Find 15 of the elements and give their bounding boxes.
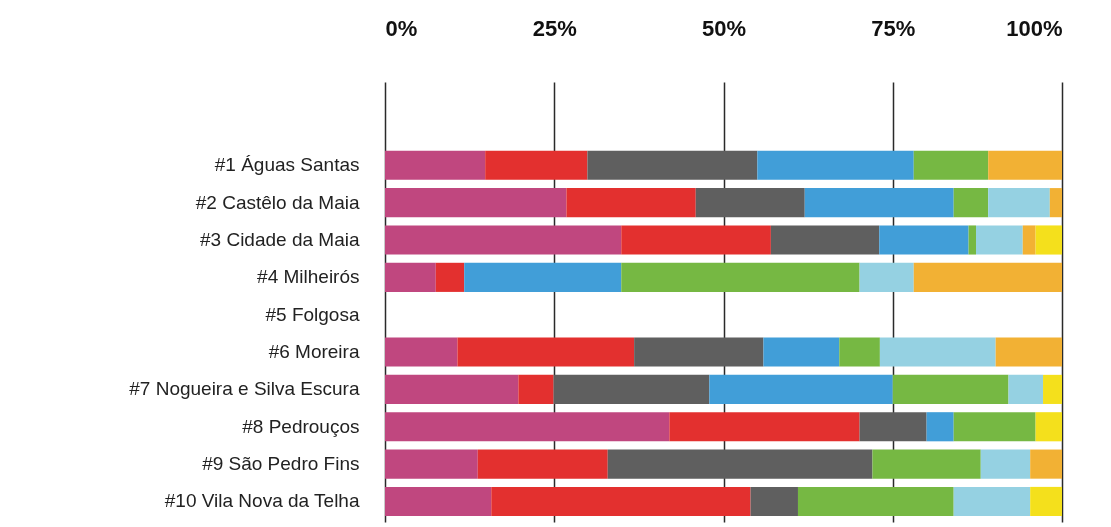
x-tick-label: 0% — [385, 15, 418, 41]
y-tick-label: #3 Cidade da Maia — [200, 229, 360, 250]
x-tick-label: 100% — [1006, 15, 1063, 41]
x-tick-label: 50% — [701, 15, 747, 41]
y-tick-label: #7 Nogueira e Silva Escura — [129, 378, 360, 400]
y-tick-label: #1 Águas Santas — [214, 154, 360, 176]
x-tick-label: 75% — [871, 15, 916, 41]
x-tick-label: 25% — [532, 15, 577, 41]
y-tick-label: #4 Milheirós — [257, 266, 360, 288]
y-tick-label: #5 Folgosa — [265, 303, 360, 325]
y-tick-label: #9 São Pedro Fins — [202, 453, 360, 475]
y-tick-label: #2 Castêlo da Maia — [195, 191, 360, 213]
y-tick-label: #10 Vila Nova da Telha — [164, 490, 360, 512]
y-tick-label: #6 Moreira — [268, 341, 360, 363]
y-tick-label: #8 Pedrouços — [242, 415, 360, 437]
